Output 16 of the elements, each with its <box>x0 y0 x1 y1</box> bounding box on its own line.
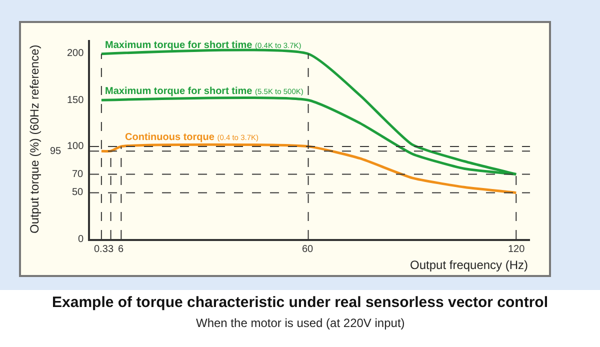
y-tick-label: 100 <box>67 141 84 152</box>
y-tick-label: 0 <box>78 234 84 245</box>
x-tick-label: 120 <box>508 244 526 255</box>
y-tick-label: 150 <box>67 95 84 106</box>
y-axis-title: Output torque (%) (60Hz reference) <box>28 44 42 234</box>
ref-line-label: 95 <box>50 146 62 157</box>
x-tick-label: 60 <box>302 244 314 255</box>
x-tick-label: 3 <box>108 244 114 255</box>
y-tick-label: 200 <box>67 48 84 59</box>
x-tick-label: 6 <box>118 244 124 255</box>
x-axis-title: Output frequency (Hz) <box>410 258 528 272</box>
text: When the motor is used (at 220V input) <box>196 316 405 330</box>
text: Example of torque characteristic under real sensorless vector control <box>52 294 548 311</box>
x-tick-label: 0.3 <box>94 244 108 255</box>
y-tick-label: 50 <box>72 187 84 198</box>
y-tick-label: 70 <box>72 169 84 180</box>
